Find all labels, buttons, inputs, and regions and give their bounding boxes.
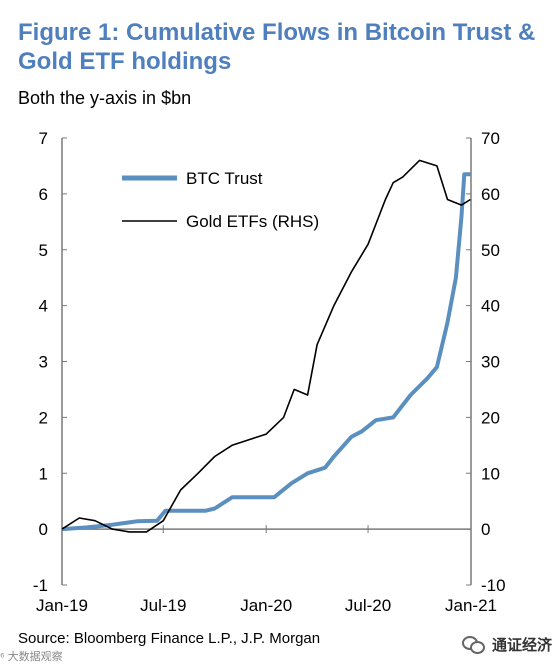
right-tick-label: 50 xyxy=(481,241,500,260)
btc-trust-line xyxy=(61,172,471,532)
right-tick-label: -10 xyxy=(481,576,506,595)
right-tick-label: 0 xyxy=(481,520,490,539)
right-tick-label: 30 xyxy=(481,353,500,372)
chart-title: Figure 1: Cumulative Flows in Bitcoin Tr… xyxy=(18,19,536,75)
gold-etf-line xyxy=(61,159,471,533)
left-tick-label: 0 xyxy=(39,520,48,539)
right-tick-label: 10 xyxy=(481,464,500,483)
left-tick-label: 5 xyxy=(39,241,48,260)
right-tick-label: 70 xyxy=(481,129,500,148)
left-tick-label: 1 xyxy=(39,464,48,483)
right-tick-label: 20 xyxy=(481,408,500,427)
right-tick-label: 40 xyxy=(481,297,500,316)
watermark-right: 通证经济 xyxy=(461,634,552,655)
chart-subtitle: Both the y-axis in $bn xyxy=(18,88,192,108)
left-tick-label: 6 xyxy=(39,185,48,204)
watermark-left: ⁶ 大数据观察 xyxy=(0,651,63,663)
left-tick-label: 3 xyxy=(39,353,48,372)
x-tick-label: Jan-19 xyxy=(36,596,88,615)
x-tick-label: Jan-20 xyxy=(240,596,292,615)
x-tick-label: Jul-19 xyxy=(140,596,186,615)
left-tick-label: 2 xyxy=(39,408,48,427)
left-tick-label: 4 xyxy=(39,297,48,316)
left-tick-label: 7 xyxy=(39,129,48,148)
source-note: Source: Bloomberg Finance L.P., J.P. Mor… xyxy=(18,630,321,647)
wechat-icon xyxy=(461,635,486,654)
x-tick-label: Jul-20 xyxy=(345,596,391,615)
x-tick-label: Jan-21 xyxy=(445,596,497,615)
watermark-right-text: 通证经济 xyxy=(491,637,552,654)
legend-btc-label: BTC Trust xyxy=(186,169,263,188)
legend-gold-label: Gold ETFs (RHS) xyxy=(186,212,319,231)
right-tick-label: 60 xyxy=(481,185,500,204)
left-tick-label: -1 xyxy=(33,576,48,595)
